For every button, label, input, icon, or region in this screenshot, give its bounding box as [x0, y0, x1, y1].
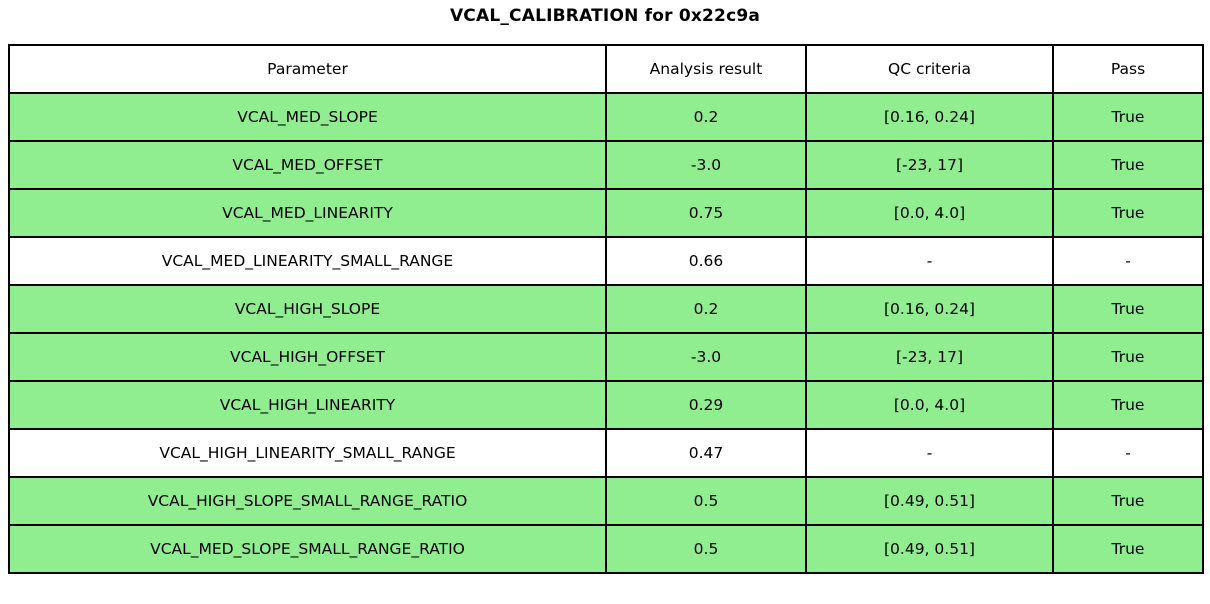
header-qc-criteria: QC criteria: [805, 44, 1054, 94]
param-cell: VCAL_MED_LINEARITY_SMALL_RANGE: [8, 236, 607, 286]
pass-cell: True: [1052, 284, 1204, 334]
pass-cell: True: [1052, 524, 1204, 574]
result-cell: 0.5: [605, 476, 807, 526]
criteria-cell: [0.49, 0.51]: [805, 524, 1054, 574]
table-row: VCAL_MED_SLOPE 0.2 [0.16, 0.24] True: [8, 92, 1204, 142]
criteria-cell: [-23, 17]: [805, 332, 1054, 382]
criteria-cell: [0.0, 4.0]: [805, 380, 1054, 430]
result-cell: 0.75: [605, 188, 807, 238]
header-parameter: Parameter: [8, 44, 607, 94]
criteria-cell: [-23, 17]: [805, 140, 1054, 190]
criteria-cell: [0.16, 0.24]: [805, 284, 1054, 334]
param-cell: VCAL_MED_SLOPE: [8, 92, 607, 142]
param-cell: VCAL_HIGH_LINEARITY_SMALL_RANGE: [8, 428, 607, 478]
pass-cell: True: [1052, 92, 1204, 142]
param-cell: VCAL_MED_SLOPE_SMALL_RANGE_RATIO: [8, 524, 607, 574]
result-cell: 0.29: [605, 380, 807, 430]
pass-cell: True: [1052, 332, 1204, 382]
result-cell: 0.66: [605, 236, 807, 286]
table-row: VCAL_HIGH_LINEARITY_SMALL_RANGE 0.47 - -: [8, 428, 1204, 478]
table-row: VCAL_HIGH_OFFSET -3.0 [-23, 17] True: [8, 332, 1204, 382]
pass-cell: -: [1052, 428, 1204, 478]
pass-cell: True: [1052, 140, 1204, 190]
result-cell: 0.2: [605, 284, 807, 334]
table-row: VCAL_HIGH_SLOPE 0.2 [0.16, 0.24] True: [8, 284, 1204, 334]
result-cell: 0.2: [605, 92, 807, 142]
pass-cell: -: [1052, 236, 1204, 286]
result-cell: -3.0: [605, 140, 807, 190]
result-cell: 0.47: [605, 428, 807, 478]
pass-cell: True: [1052, 380, 1204, 430]
criteria-cell: [0.49, 0.51]: [805, 476, 1054, 526]
param-cell: VCAL_MED_LINEARITY: [8, 188, 607, 238]
pass-cell: True: [1052, 188, 1204, 238]
param-cell: VCAL_MED_OFFSET: [8, 140, 607, 190]
table-row: VCAL_HIGH_SLOPE_SMALL_RANGE_RATIO 0.5 [0…: [8, 476, 1204, 526]
param-cell: VCAL_HIGH_SLOPE_SMALL_RANGE_RATIO: [8, 476, 607, 526]
criteria-cell: [0.0, 4.0]: [805, 188, 1054, 238]
param-cell: VCAL_HIGH_OFFSET: [8, 332, 607, 382]
page-title: VCAL_CALIBRATION for 0x22c9a: [449, 6, 761, 26]
table-row: VCAL_MED_SLOPE_SMALL_RANGE_RATIO 0.5 [0.…: [8, 524, 1204, 574]
qc-results-table: Parameter Analysis result QC criteria Pa…: [8, 44, 1204, 574]
header-analysis-result: Analysis result: [605, 44, 807, 94]
table-row: VCAL_MED_OFFSET -3.0 [-23, 17] True: [8, 140, 1204, 190]
criteria-cell: -: [805, 428, 1054, 478]
pass-cell: True: [1052, 476, 1204, 526]
table-row: VCAL_MED_LINEARITY_SMALL_RANGE 0.66 - -: [8, 236, 1204, 286]
header-pass: Pass: [1052, 44, 1204, 94]
table-header-row: Parameter Analysis result QC criteria Pa…: [8, 44, 1204, 94]
criteria-cell: -: [805, 236, 1054, 286]
criteria-cell: [0.16, 0.24]: [805, 92, 1054, 142]
result-cell: -3.0: [605, 332, 807, 382]
table-row: VCAL_MED_LINEARITY 0.75 [0.0, 4.0] True: [8, 188, 1204, 238]
param-cell: VCAL_HIGH_SLOPE: [8, 284, 607, 334]
table-row: VCAL_HIGH_LINEARITY 0.29 [0.0, 4.0] True: [8, 380, 1204, 430]
param-cell: VCAL_HIGH_LINEARITY: [8, 380, 607, 430]
result-cell: 0.5: [605, 524, 807, 574]
